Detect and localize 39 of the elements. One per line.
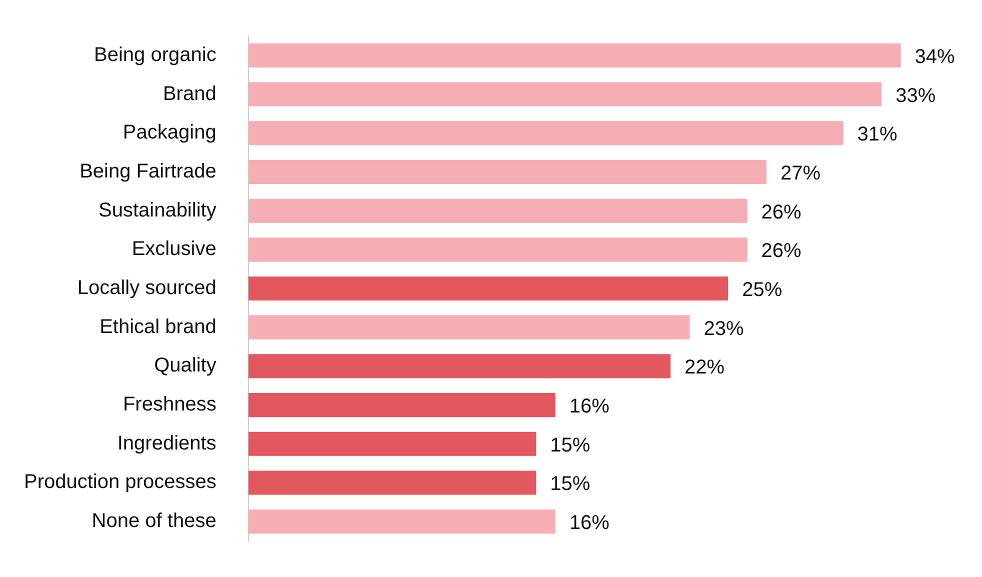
y-tick-label: Sustainability [98,199,216,222]
data-label: 26% [761,201,802,224]
data-label: 25% [742,279,782,302]
data-label: 27% [780,162,821,184]
y-tick-label: None of these [92,510,216,532]
bar [248,432,536,456]
data-label: 34% [914,46,956,68]
data-label: 15% [550,434,590,456]
data-label: 31% [857,124,898,146]
data-label: 33% [896,84,936,107]
data-label: 16% [569,512,610,534]
y-tick-label: Exclusive [132,238,216,260]
y-tick-label: Being Fairtrade [80,160,216,182]
bar [248,354,671,378]
y-tick-label: Being organic [94,44,216,66]
y-tick-label: Ethical brand [100,316,216,338]
y-tick-label: Freshness [122,394,216,416]
bar [248,82,882,106]
bar [248,43,901,68]
y-tick-label: Locally sourced [77,277,216,300]
bar [248,238,748,262]
bar [248,198,748,223]
y-tick-label: Brand [162,82,216,105]
y-tick-label: Ingredients [117,432,216,454]
y-tick-label: Production processes [24,471,216,494]
data-label: 26% [761,240,802,262]
bar [248,510,556,534]
y-tick-label: Packaging [122,122,216,144]
bar [248,315,690,340]
bar [248,121,844,146]
bar [248,160,766,184]
data-label: 23% [704,318,744,340]
y-tick-label: Quality [154,354,216,377]
bar [248,392,556,418]
data-label: 16% [569,396,610,418]
bar [248,276,728,301]
bar [248,470,536,495]
data-label: 15% [550,473,590,496]
data-label: 22% [684,356,725,379]
